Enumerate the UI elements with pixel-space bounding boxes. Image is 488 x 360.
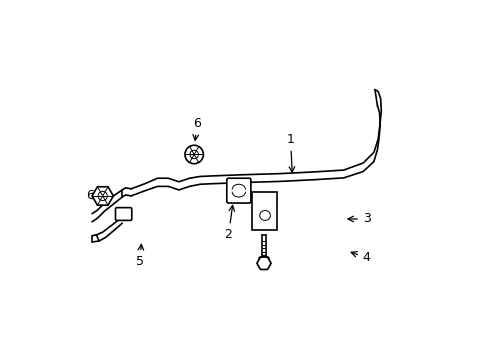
Circle shape [184,145,203,164]
Text: 6: 6 [86,189,98,202]
Text: 6: 6 [192,117,200,140]
Ellipse shape [259,211,270,220]
Bar [251,192,277,230]
FancyBboxPatch shape [115,208,132,220]
Circle shape [189,150,198,159]
Ellipse shape [258,256,269,260]
Text: 5: 5 [136,244,143,268]
FancyBboxPatch shape [226,178,250,203]
Text: 4: 4 [350,252,370,265]
Text: 3: 3 [347,212,370,225]
Text: 2: 2 [224,206,234,242]
Circle shape [98,192,107,201]
Text: 1: 1 [286,133,294,172]
